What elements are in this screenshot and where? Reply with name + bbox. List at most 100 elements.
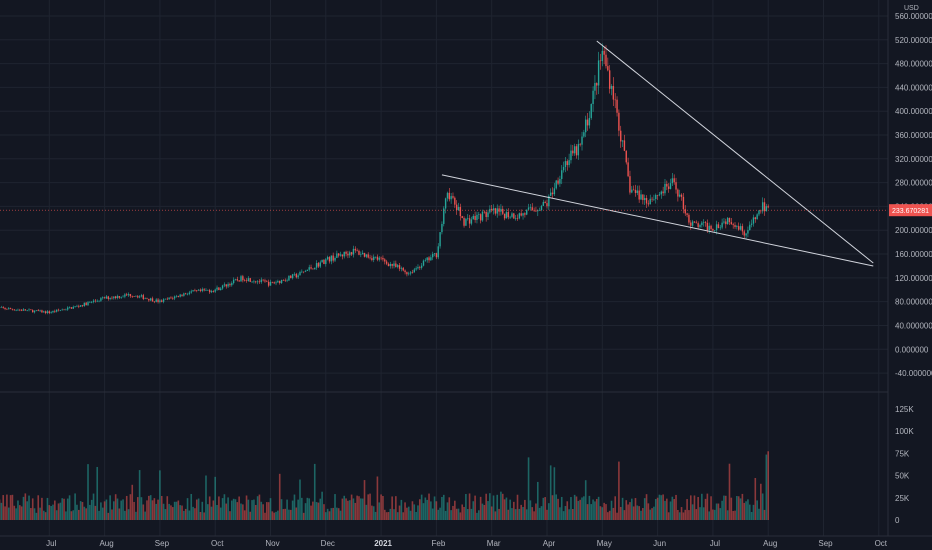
candle-body: [645, 198, 648, 204]
volume-bar: [369, 493, 371, 520]
candle-body: [295, 273, 298, 278]
time-tick-label: Feb: [432, 539, 446, 548]
candle-body: [253, 281, 255, 283]
volume-bar: [372, 506, 375, 520]
volume-bar: [396, 512, 399, 520]
volume-bar: [188, 510, 191, 520]
volume-bar: [684, 509, 687, 520]
candle-body: [304, 270, 307, 272]
candle-body: [704, 222, 707, 223]
candle-body: [188, 292, 191, 294]
volume-bar: [267, 502, 270, 520]
current-price-marker[interactable]: 233.670281: [0, 204, 932, 217]
candle-body: [369, 257, 371, 259]
candle-body: [435, 253, 438, 258]
volume-bar: [54, 500, 56, 520]
volume-bar: [48, 505, 51, 520]
volume-bar: [243, 510, 246, 520]
volume-bar: [266, 502, 268, 520]
volume-bar: [463, 506, 465, 520]
candle-body: [28, 309, 30, 311]
volume-bar: [500, 491, 502, 520]
price-tick-label: 80.000000: [895, 298, 932, 307]
volume-bar: [240, 503, 242, 520]
volume-bar: [518, 508, 521, 520]
candle-body: [649, 198, 651, 205]
candle-body: [710, 225, 712, 229]
volume-bar: [328, 511, 331, 520]
candle-body: [409, 272, 412, 274]
candle-body: [17, 309, 19, 311]
candle-body: [531, 207, 533, 211]
candle-body: [35, 310, 38, 311]
volume-bar: [658, 494, 661, 520]
volume-bar: [546, 509, 548, 520]
volume-bar: [17, 500, 19, 520]
volume-bar: [706, 493, 709, 520]
candle-body: [741, 226, 744, 232]
candle-body: [561, 170, 563, 179]
volume-bar: [229, 511, 231, 520]
candle-body: [9, 308, 12, 310]
candle-body: [736, 226, 738, 228]
volume-bar: [127, 509, 130, 520]
volume-bar: [756, 500, 758, 520]
candle-body: [610, 86, 613, 89]
candle-body: [522, 213, 524, 216]
candle-body: [760, 210, 762, 212]
volume-bar: [612, 507, 615, 520]
volume-bar: [254, 504, 257, 520]
trendline[interactable]: [596, 40, 874, 264]
candle-body: [339, 254, 342, 256]
candle-body: [502, 208, 504, 214]
candle-body: [8, 308, 10, 310]
volume-bar: [520, 504, 522, 520]
volume-bar: [689, 495, 692, 520]
candle-body: [345, 251, 347, 254]
volume-bar: [92, 493, 95, 520]
candle-body: [387, 263, 390, 267]
volume-bar: [666, 498, 668, 520]
candle-body: [629, 176, 631, 193]
volume-bar: [667, 512, 670, 520]
candle-body: [319, 262, 321, 267]
volume-bar: [413, 504, 416, 520]
volume-bar: [262, 504, 264, 520]
candle-body: [603, 50, 605, 55]
volume-bar: [452, 505, 454, 520]
candle-body: [651, 198, 653, 200]
volume-bar: [395, 496, 397, 520]
volume-bar: [442, 494, 445, 520]
volume-bar: [444, 510, 447, 520]
volume-bar: [157, 499, 159, 520]
price-axis[interactable]: 560.000000 520.000000 480.000000 440.000000…: [895, 12, 932, 378]
candle-body: [594, 83, 596, 91]
volume-bar: [212, 500, 215, 520]
volume-bar: [649, 509, 652, 520]
volume-bar: [509, 499, 511, 520]
volume-axis[interactable]: 125K 100K 75K 50K 25K 0: [895, 405, 914, 525]
candle-body: [634, 189, 637, 193]
candle-body: [428, 257, 430, 261]
volume-bar: [382, 495, 384, 520]
volume-bar: [531, 507, 534, 520]
candle-body: [457, 207, 460, 211]
candle-body: [349, 252, 351, 256]
candle-body: [472, 215, 474, 220]
candle-body: [54, 310, 56, 312]
volume-bar: [72, 510, 75, 520]
candle-body: [402, 267, 404, 271]
volume-bar: [441, 496, 443, 520]
trendline[interactable]: [441, 174, 874, 267]
candle-body: [555, 180, 557, 189]
candle-body: [153, 301, 156, 303]
candle-body: [408, 273, 410, 275]
volume-bar: [422, 503, 425, 520]
price-tick-label: 360.000000: [895, 131, 932, 140]
candle-body: [507, 212, 509, 218]
time-tick-label: Mar: [487, 539, 501, 548]
candle-body: [605, 54, 607, 67]
time-axis[interactable]: Jul Aug Sep Oct Nov Dec 2021 Feb Mar Apr May Jun Jul…: [46, 539, 888, 548]
candle-body: [11, 309, 14, 310]
